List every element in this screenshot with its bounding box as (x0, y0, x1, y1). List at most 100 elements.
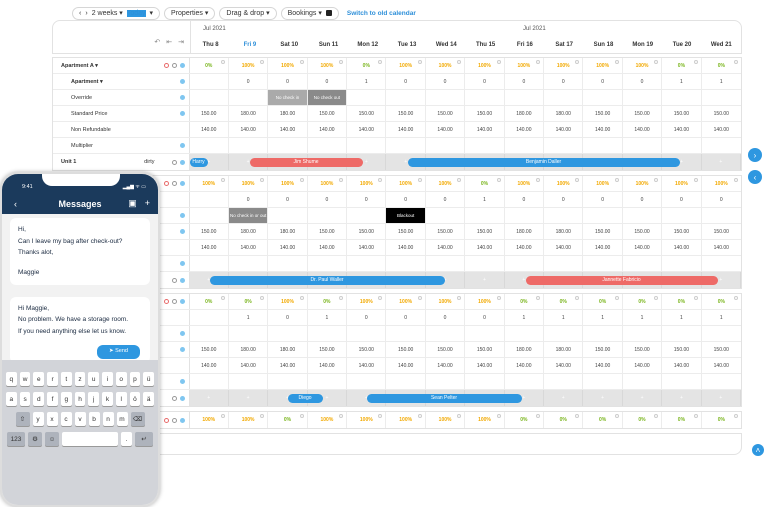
drag-drop-button[interactable]: Drag & drop ▾ (219, 6, 277, 20)
grid-cell[interactable]: 0 (544, 74, 584, 89)
settings-icon[interactable] (179, 159, 185, 165)
key[interactable]: u (88, 372, 100, 386)
booking-bar[interactable]: Dr. Paul Waller (209, 275, 445, 285)
grid-cell[interactable]: 150.00 (426, 342, 466, 357)
grid-cell[interactable] (544, 256, 584, 271)
scroll-top-button[interactable]: ˄ (752, 444, 764, 456)
info-icon[interactable] (654, 178, 659, 182)
grid-cell[interactable] (426, 256, 466, 271)
occupancy-cell[interactable]: 100% (623, 176, 663, 191)
grid-cell[interactable]: 0 (426, 310, 466, 325)
occupancy-cell[interactable]: 100% (229, 58, 269, 73)
info-icon[interactable] (417, 178, 422, 182)
settings-icon[interactable] (179, 417, 185, 423)
grid-cell[interactable]: 150.00 (583, 224, 623, 239)
expand-icon[interactable]: ⇥ (178, 39, 184, 46)
grid-cell[interactable]: 0 (347, 310, 387, 325)
grid-cell[interactable]: 150.00 (465, 224, 505, 239)
info-icon[interactable] (536, 296, 541, 300)
grid-cell[interactable] (190, 208, 229, 223)
occupancy-cell[interactable]: 100% (229, 412, 269, 428)
grid-cell[interactable]: 140.00 (505, 358, 545, 373)
bookings-button[interactable]: Bookings ▾ (280, 6, 339, 20)
key[interactable]: ☺ (45, 432, 59, 446)
grid-cell[interactable] (465, 90, 505, 105)
grid-cell[interactable]: 140.00 (347, 122, 387, 137)
info-icon[interactable] (734, 178, 738, 182)
suitcase-icon[interactable]: ▣ (128, 198, 137, 208)
grid-cell[interactable] (268, 138, 308, 153)
booking-bar[interactable]: Jannette Fabricio (525, 275, 718, 285)
settings-icon[interactable] (179, 143, 185, 148)
occupancy-cell[interactable]: 100% (190, 412, 229, 428)
info-icon[interactable] (693, 178, 698, 182)
occupancy-cell[interactable]: 100% (190, 176, 229, 191)
grid-cell[interactable] (505, 208, 545, 223)
grid-cell[interactable]: 0 (662, 192, 702, 207)
grid-cell[interactable] (583, 374, 623, 389)
grid-cell[interactable] (229, 256, 269, 271)
info-icon[interactable] (614, 178, 619, 182)
grid-cell[interactable]: 150.00 (386, 342, 426, 357)
occupancy-cell[interactable]: 100% (268, 58, 308, 73)
settings-icon[interactable] (179, 181, 185, 186)
grid-cell[interactable] (505, 326, 545, 341)
grid-cell[interactable]: 140.00 (465, 240, 505, 255)
blackout-badge[interactable]: Blackout (397, 213, 415, 218)
occupancy-cell[interactable]: 0% (268, 412, 308, 428)
occupancy-cell[interactable]: 100% (465, 412, 505, 428)
add-booking-cell[interactable]: + (662, 390, 702, 406)
grid-cell[interactable]: 150.00 (190, 342, 229, 357)
settings-icon[interactable] (179, 229, 185, 234)
grid-cell[interactable]: 140.00 (583, 122, 623, 137)
add-booking-cell[interactable]: + (347, 154, 387, 170)
info-icon[interactable] (220, 296, 225, 300)
grid-cell[interactable] (229, 138, 269, 153)
occupancy-cell[interactable]: 0% (465, 176, 505, 191)
key[interactable] (62, 432, 118, 446)
grid-cell[interactable]: 140.00 (623, 358, 663, 373)
grid-cell[interactable]: 140.00 (623, 240, 663, 255)
grid-cell[interactable]: 140.00 (190, 358, 229, 373)
info-icon[interactable] (220, 414, 225, 418)
grid-cell[interactable] (702, 374, 741, 389)
settings-icon[interactable] (179, 347, 185, 352)
info-icon[interactable] (457, 178, 462, 182)
booking-bar[interactable]: Benjamin Daller (407, 157, 680, 167)
grid-cell[interactable] (583, 208, 623, 223)
grid-cell[interactable] (308, 208, 348, 223)
bulb-icon[interactable] (163, 417, 169, 423)
key[interactable]: z (74, 372, 86, 386)
occupancy-cell[interactable]: 100% (386, 412, 426, 428)
key[interactable]: c (60, 412, 72, 426)
occupancy-cell[interactable]: 100% (308, 58, 348, 73)
info-icon[interactable] (339, 296, 344, 300)
grid-cell[interactable]: 180.00 (544, 342, 584, 357)
no-check-in-badge[interactable]: No check in (275, 95, 300, 100)
grid-cell[interactable] (308, 256, 348, 271)
grid-cell[interactable]: 150.00 (426, 106, 466, 121)
info-icon[interactable] (496, 178, 501, 182)
occupancy-cell[interactable]: 100% (308, 176, 348, 191)
info-icon[interactable] (417, 414, 422, 418)
grid-cell[interactable] (190, 310, 229, 325)
grid-cell[interactable]: 180.00 (505, 224, 545, 239)
grid-cell[interactable]: 140.00 (308, 358, 348, 373)
grid-cell[interactable]: 180.00 (229, 224, 269, 239)
key[interactable]: t (60, 372, 72, 386)
properties-button[interactable]: Properties ▾ (164, 6, 216, 20)
add-booking-cell[interactable]: + (544, 390, 584, 406)
grid-cell[interactable]: 0 (308, 192, 348, 207)
grid-cell[interactable] (623, 90, 663, 105)
grid-cell[interactable]: 1 (583, 310, 623, 325)
no-check-badge[interactable]: No check in or out (229, 213, 267, 218)
grid-cell[interactable]: 0 (386, 192, 426, 207)
occupancy-cell[interactable]: 0% (544, 294, 584, 309)
grid-cell[interactable]: 1 (229, 310, 269, 325)
grid-cell[interactable] (190, 138, 229, 153)
key[interactable]: r (47, 372, 58, 386)
grid-cell[interactable] (662, 256, 702, 271)
occupancy-cell[interactable]: 100% (347, 294, 387, 309)
grid-cell[interactable]: 180.00 (268, 106, 308, 121)
occupancy-cell[interactable]: 100% (583, 176, 623, 191)
